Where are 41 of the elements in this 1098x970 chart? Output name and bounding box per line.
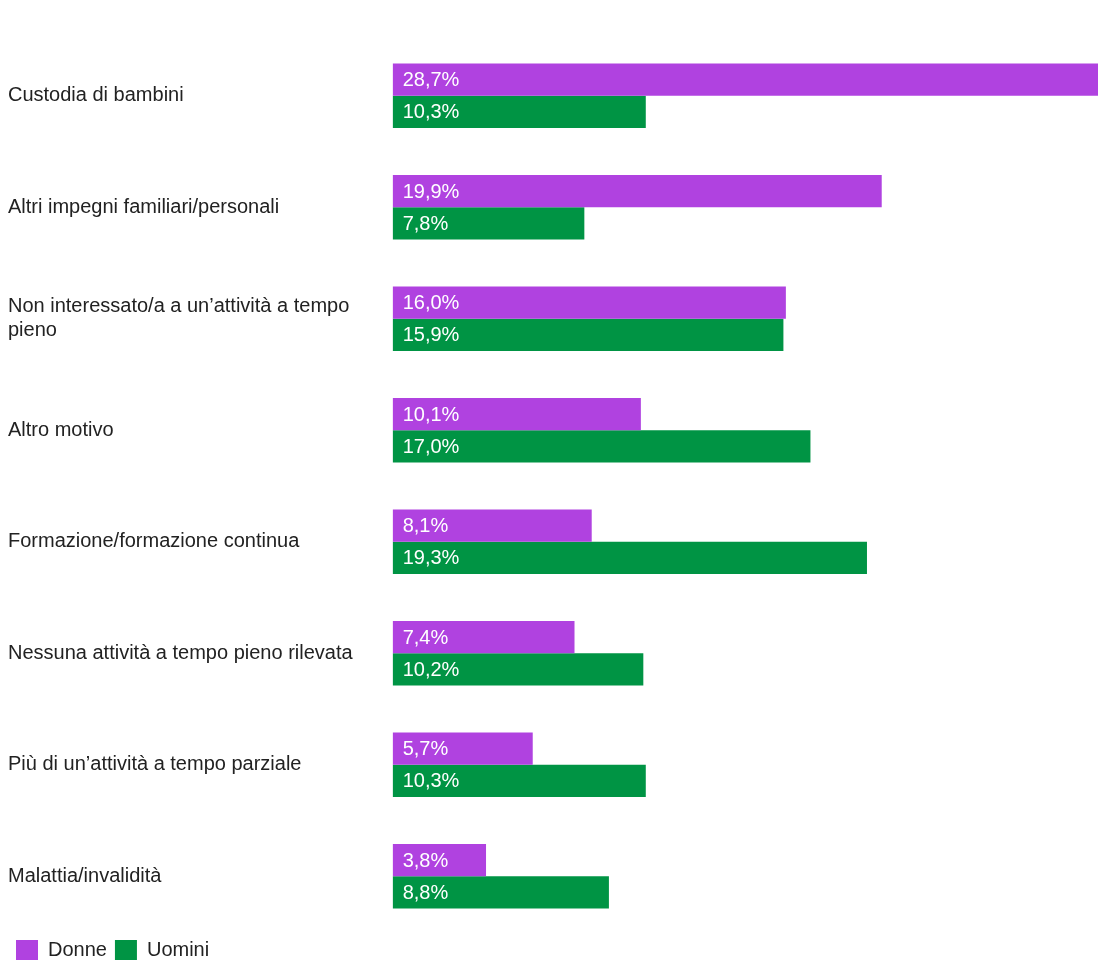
bar xyxy=(392,764,646,798)
data-label: 19,3% xyxy=(402,546,460,569)
data-label: 3,8% xyxy=(402,848,449,871)
data-label: 10,3% xyxy=(402,100,460,123)
bar xyxy=(392,653,644,686)
data-label: 19,9% xyxy=(402,179,460,202)
y-tick-label: Custodia di bambini xyxy=(8,83,184,106)
y-tick-label: Altri impegni familiari/personali xyxy=(8,194,280,217)
bar xyxy=(392,174,882,208)
data-label: 8,1% xyxy=(402,514,449,537)
bar xyxy=(392,397,641,431)
data-label: 7,4% xyxy=(402,625,449,648)
bar xyxy=(392,207,585,240)
bar xyxy=(392,732,533,765)
data-label: 10,3% xyxy=(402,769,460,792)
bar xyxy=(392,509,592,542)
bar xyxy=(392,286,786,319)
bar xyxy=(392,95,646,129)
legend-label: Donne xyxy=(48,937,107,960)
data-label: 10,2% xyxy=(402,657,460,680)
y-tick-label: Più di un’attività a tempo parziale xyxy=(8,752,302,775)
data-label: 17,0% xyxy=(402,434,460,457)
y-tick-label: Non interessato/a a un’attività a tempo pieno xyxy=(8,294,350,341)
data-label: 16,0% xyxy=(402,291,460,314)
y-tick-label: Formazione/formazione continua xyxy=(8,529,301,552)
bar xyxy=(392,876,609,909)
y-tick-label: Malattia/invalidità xyxy=(8,863,163,886)
bar xyxy=(392,430,811,463)
data-label: 8,8% xyxy=(402,880,449,903)
legend-label: Uomini xyxy=(146,937,210,960)
data-label: 15,9% xyxy=(402,323,460,346)
data-label: 28,7% xyxy=(402,68,460,91)
bar xyxy=(392,620,575,654)
bar xyxy=(392,63,1098,96)
bar xyxy=(392,541,867,575)
y-tick-label: Altro motivo xyxy=(8,417,114,440)
data-label: 5,7% xyxy=(402,737,449,760)
y-tick-label: Nessuna attività a tempo pieno rilevata xyxy=(8,640,354,663)
data-label: 10,1% xyxy=(402,402,460,425)
data-label: 7,8% xyxy=(402,211,449,234)
bar xyxy=(392,318,784,352)
